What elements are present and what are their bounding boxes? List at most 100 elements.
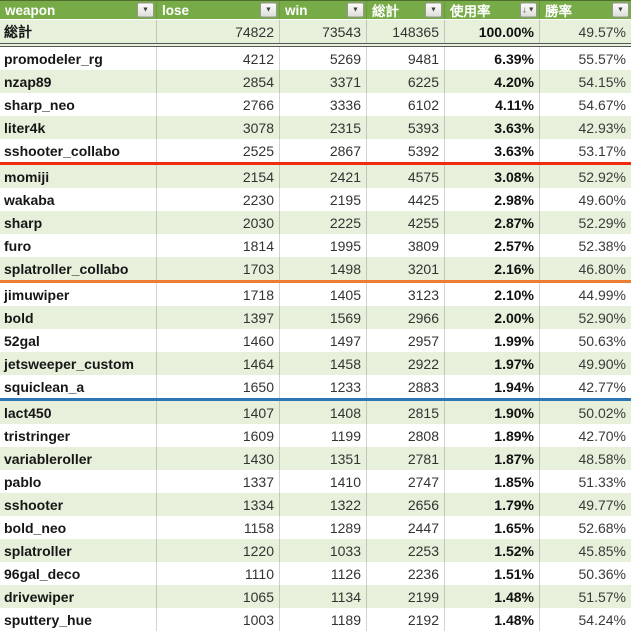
- cell-weapon[interactable]: nzap89: [0, 70, 157, 93]
- cell-win[interactable]: 1408: [280, 401, 367, 424]
- cell-winrate[interactable]: 52.90%: [578, 309, 626, 326]
- cell-win[interactable]: 1497: [280, 329, 367, 352]
- cell-weapon[interactable]: bold: [0, 306, 157, 329]
- cell-usage[interactable]: 1.48%: [445, 608, 540, 631]
- cell-total[interactable]: 2883: [367, 375, 445, 398]
- cell-win[interactable]: 1233: [280, 375, 367, 398]
- cell-winrate[interactable]: 52.38%: [578, 237, 626, 254]
- cell-total[interactable]: 2447: [367, 516, 445, 539]
- cell-win[interactable]: 1351: [280, 447, 367, 470]
- cell-usage[interactable]: 4.11%: [445, 93, 540, 116]
- cell-weapon[interactable]: sputtery_hue: [0, 608, 157, 631]
- cell-weapon[interactable]: pablo: [0, 470, 157, 493]
- cell-weapon[interactable]: sharp_neo: [0, 93, 157, 116]
- cell-usage[interactable]: 2.87%: [445, 211, 540, 234]
- cell-weapon[interactable]: splatroller: [0, 539, 157, 562]
- cell-lose[interactable]: 1065: [157, 585, 280, 608]
- cell-winrate[interactable]: 54.24%: [578, 611, 626, 628]
- cell-usage[interactable]: 3.63%: [445, 116, 540, 139]
- cell-lose[interactable]: 1814: [157, 234, 280, 257]
- header-cell-weapon[interactable]: weapon ▼: [0, 1, 157, 19]
- cell-winrate[interactable]: 55.57%: [578, 50, 626, 67]
- header-cell-winrate[interactable]: 勝率 ▼: [540, 1, 631, 19]
- cell-usage[interactable]: 1.99%: [445, 329, 540, 352]
- cell-lose[interactable]: 3078: [157, 116, 280, 139]
- total-cell-lose[interactable]: 74822: [157, 20, 280, 43]
- cell-win[interactable]: 2315: [280, 116, 367, 139]
- cell-lose[interactable]: 2154: [157, 165, 280, 188]
- cell-win[interactable]: 1995: [280, 234, 367, 257]
- cell-winrate[interactable]: 48.58%: [578, 450, 626, 467]
- cell-win[interactable]: 2421: [280, 165, 367, 188]
- cell-usage[interactable]: 3.08%: [445, 165, 540, 188]
- cell-total[interactable]: 3201: [367, 257, 445, 280]
- cell-usage[interactable]: 1.52%: [445, 539, 540, 562]
- cell-win[interactable]: 1498: [280, 257, 367, 280]
- cell-total[interactable]: 2192: [367, 608, 445, 631]
- cell-lose[interactable]: 1460: [157, 329, 280, 352]
- cell-win[interactable]: 3336: [280, 93, 367, 116]
- cell-total[interactable]: 3809: [367, 234, 445, 257]
- cell-usage[interactable]: 1.65%: [445, 516, 540, 539]
- cell-total[interactable]: 6225: [367, 70, 445, 93]
- cell-usage[interactable]: 2.98%: [445, 188, 540, 211]
- cell-win[interactable]: 1189: [280, 608, 367, 631]
- total-cell-winrate[interactable]: 49.57%: [578, 23, 626, 40]
- cell-total[interactable]: 2199: [367, 585, 445, 608]
- total-cell-weapon[interactable]: 総計: [0, 20, 157, 43]
- cell-winrate[interactable]: 44.99%: [578, 286, 626, 303]
- cell-win[interactable]: 1569: [280, 306, 367, 329]
- cell-total[interactable]: 2747: [367, 470, 445, 493]
- cell-winrate[interactable]: 49.77%: [578, 496, 626, 513]
- cell-usage[interactable]: 6.39%: [445, 47, 540, 70]
- cell-weapon[interactable]: squiclean_a: [0, 375, 157, 398]
- cell-weapon[interactable]: furo: [0, 234, 157, 257]
- cell-total[interactable]: 4425: [367, 188, 445, 211]
- filter-dropdown-icon[interactable]: ▼: [137, 2, 154, 18]
- cell-winrate[interactable]: 46.80%: [578, 260, 626, 277]
- cell-usage[interactable]: 1.48%: [445, 585, 540, 608]
- cell-usage[interactable]: 1.94%: [445, 375, 540, 398]
- cell-win[interactable]: 2195: [280, 188, 367, 211]
- cell-lose[interactable]: 1003: [157, 608, 280, 631]
- cell-win[interactable]: 1126: [280, 562, 367, 585]
- cell-win[interactable]: 1410: [280, 470, 367, 493]
- cell-lose[interactable]: 1397: [157, 306, 280, 329]
- cell-weapon[interactable]: wakaba: [0, 188, 157, 211]
- cell-lose[interactable]: 1334: [157, 493, 280, 516]
- total-cell-usage[interactable]: 100.00%: [445, 20, 540, 43]
- cell-winrate[interactable]: 52.68%: [578, 519, 626, 536]
- cell-win[interactable]: 3371: [280, 70, 367, 93]
- cell-win[interactable]: 1458: [280, 352, 367, 375]
- cell-winrate[interactable]: 45.85%: [578, 542, 626, 559]
- cell-winrate[interactable]: 42.93%: [578, 119, 626, 136]
- cell-lose[interactable]: 1430: [157, 447, 280, 470]
- cell-win[interactable]: 1405: [280, 283, 367, 306]
- cell-lose[interactable]: 2525: [157, 139, 280, 162]
- cell-win[interactable]: 2225: [280, 211, 367, 234]
- cell-usage[interactable]: 2.00%: [445, 306, 540, 329]
- cell-winrate[interactable]: 52.29%: [578, 214, 626, 231]
- cell-total[interactable]: 9481: [367, 47, 445, 70]
- cell-lose[interactable]: 1110: [157, 562, 280, 585]
- cell-usage[interactable]: 4.20%: [445, 70, 540, 93]
- cell-lose[interactable]: 1609: [157, 424, 280, 447]
- cell-usage[interactable]: 1.51%: [445, 562, 540, 585]
- cell-usage[interactable]: 1.87%: [445, 447, 540, 470]
- cell-weapon[interactable]: sharp: [0, 211, 157, 234]
- cell-weapon[interactable]: splatroller_collabo: [0, 257, 157, 280]
- cell-usage[interactable]: 1.79%: [445, 493, 540, 516]
- header-cell-total[interactable]: 総計 ▼: [367, 1, 445, 19]
- cell-lose[interactable]: 2766: [157, 93, 280, 116]
- cell-total[interactable]: 2781: [367, 447, 445, 470]
- cell-win[interactable]: 1322: [280, 493, 367, 516]
- cell-usage[interactable]: 1.85%: [445, 470, 540, 493]
- cell-total[interactable]: 5392: [367, 139, 445, 162]
- total-cell-win[interactable]: 73543: [280, 20, 367, 43]
- cell-winrate[interactable]: 53.17%: [578, 142, 626, 159]
- cell-usage[interactable]: 1.89%: [445, 424, 540, 447]
- cell-total[interactable]: 4255: [367, 211, 445, 234]
- cell-winrate[interactable]: 42.70%: [578, 427, 626, 444]
- cell-win[interactable]: 1289: [280, 516, 367, 539]
- cell-weapon[interactable]: lact450: [0, 401, 157, 424]
